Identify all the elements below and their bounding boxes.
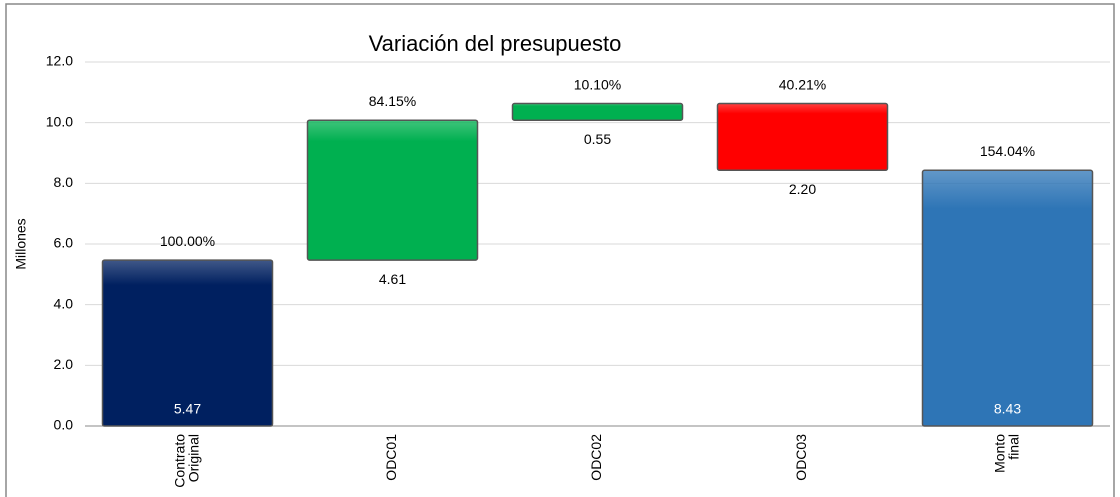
x-tick-label: Montofinal <box>991 434 1021 473</box>
value-label: 8.43 <box>994 401 1021 417</box>
value-label: 4.61 <box>379 271 406 287</box>
y-tick-label: 6.0 <box>54 235 74 251</box>
bar <box>511 102 684 121</box>
x-tick-label: ContratoOriginal <box>171 434 201 488</box>
y-tick-label: 2.0 <box>54 356 74 372</box>
x-tick-label: ODC03 <box>793 434 809 481</box>
percent-label: 154.04% <box>980 143 1035 159</box>
percent-label: 100.00% <box>160 233 215 249</box>
chart-title: Variación del presupuesto <box>369 31 622 56</box>
percent-label: 40.21% <box>779 76 826 92</box>
bar <box>716 102 889 172</box>
bar <box>101 259 274 427</box>
percent-label: 10.10% <box>574 76 621 92</box>
bar <box>921 169 1094 427</box>
percent-label: 84.15% <box>369 93 416 109</box>
value-label: 5.47 <box>174 401 201 417</box>
x-tick-label: ODC02 <box>588 434 604 481</box>
y-tick-label: 12.0 <box>46 53 73 69</box>
bar <box>306 119 479 261</box>
x-tick-label: ODC01 <box>383 434 399 481</box>
y-tick-label: 8.0 <box>54 174 74 190</box>
y-tick-label: 0.0 <box>54 417 74 433</box>
value-label: 2.20 <box>789 181 816 197</box>
y-tick-label: 10.0 <box>46 113 73 129</box>
value-label: 0.55 <box>584 131 611 147</box>
y-axis-label: Millones <box>13 218 29 269</box>
y-tick-label: 4.0 <box>54 295 74 311</box>
